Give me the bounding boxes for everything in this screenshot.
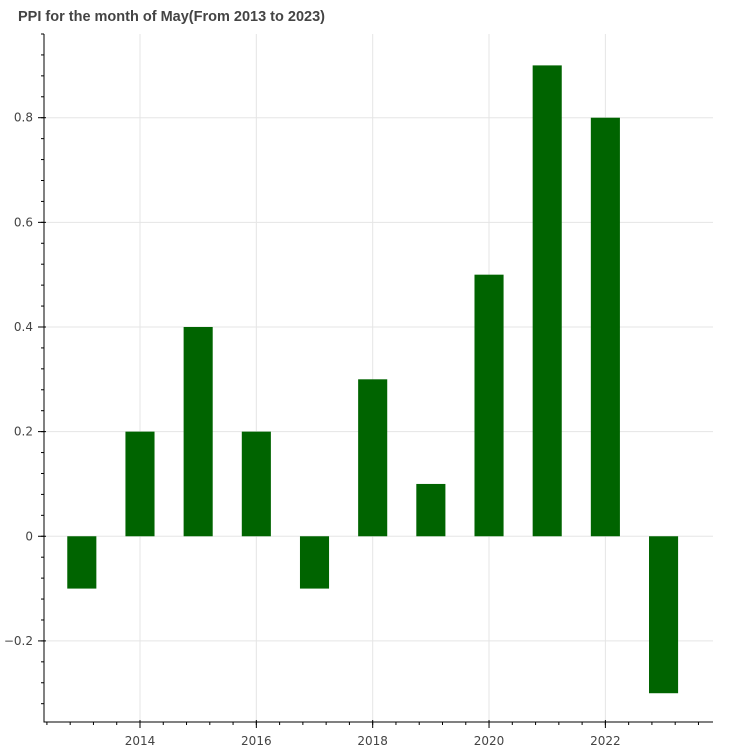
- y-tick-label: 0.4: [14, 320, 33, 334]
- y-tick-label: 0.8: [14, 111, 33, 125]
- bar-2017: [299, 536, 330, 589]
- bar-2014: [125, 431, 155, 537]
- y-tick-label: 0.6: [14, 215, 33, 229]
- bar-2023: [649, 536, 679, 694]
- bar-2015: [183, 326, 213, 537]
- bars: [67, 65, 679, 694]
- chart-title: PPI for the month of May(From 2013 to 20…: [18, 9, 325, 25]
- bar-2021: [532, 65, 562, 537]
- y-tick-label: 0: [25, 529, 33, 543]
- x-tick-label: 2020: [474, 734, 505, 748]
- bar-2022: [590, 117, 620, 537]
- bar-2016: [241, 431, 271, 537]
- bar-2019: [416, 483, 446, 537]
- x-tick-label: 2022: [590, 734, 621, 748]
- x-tick-label: 2018: [357, 734, 388, 748]
- bar-2013: [67, 536, 97, 589]
- x-tick-label: 2016: [241, 734, 272, 748]
- bar-2020: [474, 274, 504, 537]
- axes: −0.2 0 0.2 0.4 0.6 0.8 2014 2016 2018 2020 2022: [4, 33, 713, 748]
- y-tick-label: 0.2: [14, 425, 33, 439]
- bar-2018: [358, 379, 388, 537]
- x-tick-label: 2014: [125, 734, 156, 748]
- y-tick-label: −0.2: [4, 634, 33, 648]
